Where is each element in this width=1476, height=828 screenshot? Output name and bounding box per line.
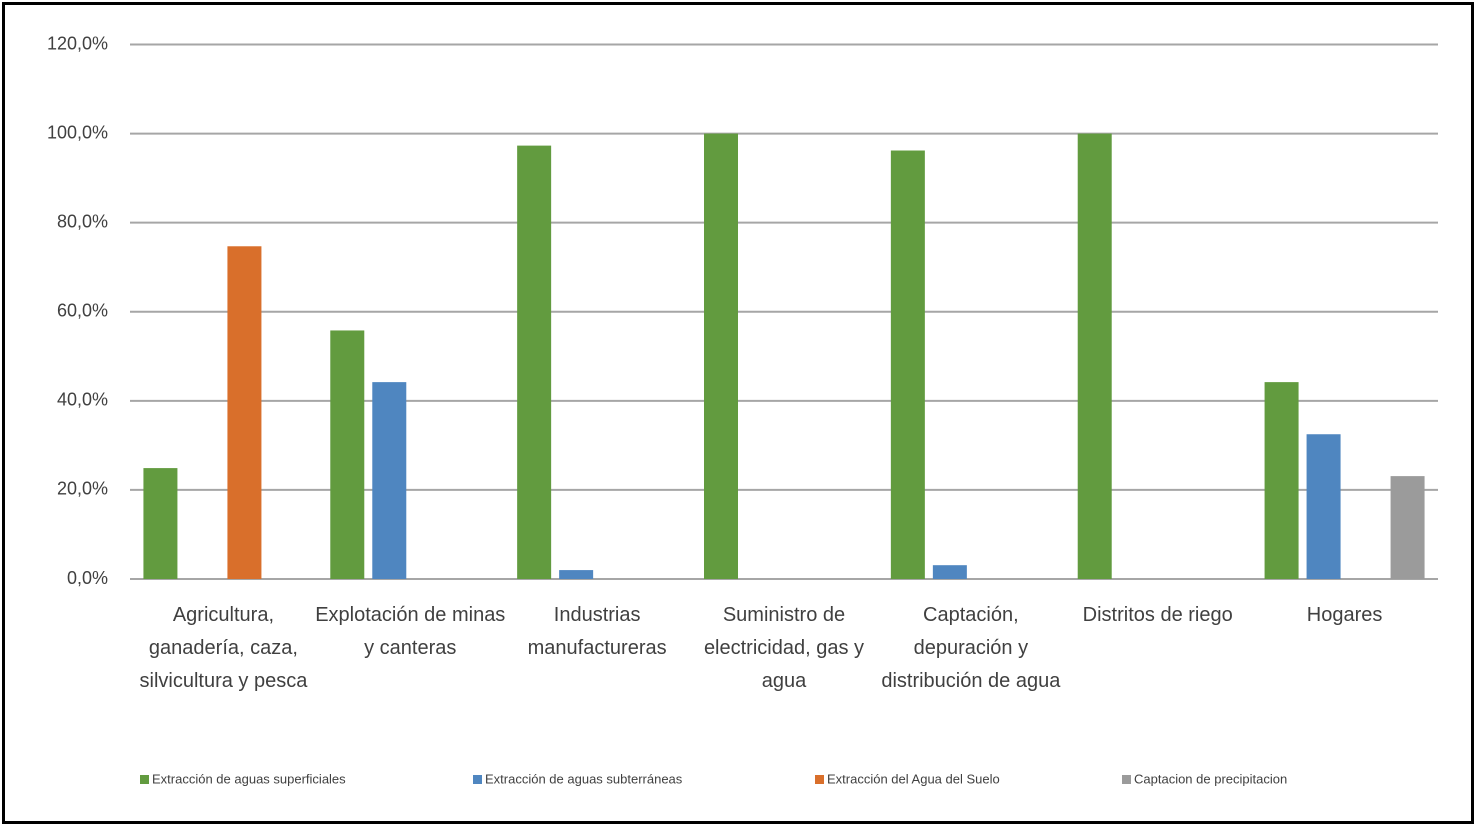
y-tick-label: 80,0% <box>57 211 108 231</box>
y-tick-label: 120,0% <box>47 33 108 53</box>
x-tick-label: Explotación de minas y canteras <box>315 604 506 659</box>
y-tick-label: 20,0% <box>57 479 108 499</box>
bar <box>143 468 178 579</box>
legend-swatch <box>473 775 482 784</box>
bar <box>559 570 594 579</box>
legend-label: Extracción de aguas subterráneas <box>485 771 683 786</box>
legend-swatch <box>815 775 824 784</box>
bar <box>227 246 262 579</box>
x-tick-label: Captación, depuración y distribución de … <box>881 604 1061 692</box>
bar <box>330 330 365 579</box>
legend-swatch <box>140 775 149 784</box>
y-tick-label: 100,0% <box>47 122 108 142</box>
y-tick-label: 60,0% <box>57 301 108 321</box>
legend-label: Captacion de precipitacion <box>1134 771 1287 786</box>
bar <box>372 382 407 579</box>
x-tick-label: Agricultura, ganadería, caza, silvicultu… <box>139 604 308 692</box>
bar <box>1077 133 1112 580</box>
legend-label: Extracción de aguas superficiales <box>152 771 346 786</box>
bar <box>1306 434 1341 579</box>
y-tick-label: 40,0% <box>57 390 108 410</box>
bar <box>932 565 967 579</box>
legend-label: Extracción del Agua del Suelo <box>827 771 1000 786</box>
legend-swatch <box>1122 775 1131 784</box>
x-tick-label: Industrias manufactureras <box>527 604 667 659</box>
x-tick-label: Suministro de electricidad, gas y agua <box>703 604 865 692</box>
x-tick-label: Hogares <box>1306 604 1383 626</box>
bar <box>1264 382 1299 579</box>
x-tick-label: Distritos de riego <box>1082 604 1233 626</box>
bar <box>704 133 738 580</box>
bar <box>1390 476 1425 579</box>
bar <box>890 150 925 580</box>
y-tick-label: 0,0% <box>67 568 108 588</box>
bar <box>517 145 552 579</box>
